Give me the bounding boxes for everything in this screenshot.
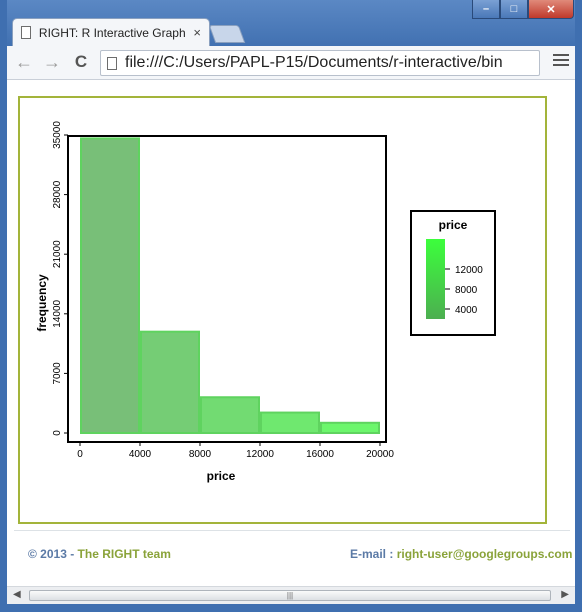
window-frame-bottom (0, 604, 582, 612)
menu-icon[interactable] (553, 54, 569, 69)
x-tick-label: 20000 (366, 449, 394, 460)
x-tick-label: 0 (77, 449, 83, 460)
histogram-bar-3[interactable] (200, 396, 260, 434)
color-legend: price 12000 8000 4000 (410, 210, 496, 336)
histogram-bar-4[interactable] (260, 411, 320, 434)
new-tab-button[interactable] (208, 25, 246, 43)
forward-button[interactable]: → (43, 52, 61, 72)
y-axis-label: frequency (35, 274, 49, 332)
legend-tick-label: 4000 (455, 305, 478, 316)
email-link[interactable]: right-user@googlegroups.com (396, 547, 573, 561)
back-button[interactable]: ← (15, 52, 33, 72)
y-tick-label: 14000 (52, 299, 63, 327)
y-tick-label: 0 (52, 430, 63, 436)
footer-email: E-mail : right-user@googlegroups.com (350, 547, 572, 561)
window-controls: – □ ✕ (472, 0, 574, 20)
window-frame-right (575, 0, 582, 612)
team-link[interactable]: The RIGHT team (77, 547, 171, 561)
tab-close-icon[interactable]: × (193, 25, 201, 40)
x-tick-label: 16000 (306, 449, 334, 460)
browser-toolbar: ← → C file:///C:/Users/PAPL-P15/Document… (7, 46, 575, 80)
maximize-button[interactable]: □ (500, 0, 528, 19)
copyright-text: © 2013 - (28, 547, 78, 561)
plot-panel-border (67, 135, 387, 443)
y-tick-label: 28000 (52, 180, 63, 208)
close-window-button[interactable]: ✕ (528, 0, 574, 19)
grip-icon: ||| (286, 591, 294, 600)
footer-divider (14, 530, 570, 531)
histogram-bar-5[interactable] (320, 421, 380, 435)
page-icon (107, 56, 117, 70)
y-tick-label: 35000 (52, 121, 63, 149)
minimize-button[interactable]: – (472, 0, 500, 19)
url-text: file:///C:/Users/PAPL-P15/Documents/r-in… (125, 54, 503, 71)
histogram-bar-2[interactable] (140, 330, 200, 434)
x-tick-label: 12000 (246, 449, 274, 460)
x-axis-label: price (207, 469, 236, 483)
address-bar[interactable]: file:///C:/Users/PAPL-P15/Documents/r-in… (100, 50, 540, 76)
document-icon (21, 26, 31, 39)
legend-title: price (439, 218, 468, 232)
tab-title: RIGHT: R Interactive Graph (38, 25, 186, 40)
legend-tick-label: 8000 (455, 285, 478, 296)
footer-copyright: © 2013 - The RIGHT team (28, 547, 171, 561)
histogram-chart: 0 4000 8000 12000 16000 20000 0 7000 14000 21000… (35, 121, 496, 483)
legend-color-bar (426, 239, 445, 319)
scroll-left-icon[interactable]: ◀ (13, 589, 21, 600)
window-frame-left (0, 0, 7, 612)
x-tick-label: 4000 (129, 449, 152, 460)
y-tick-label: 21000 (52, 240, 63, 268)
x-tick-label: 8000 (189, 449, 212, 460)
browser-tab[interactable]: RIGHT: R Interactive Graph × (12, 18, 210, 46)
scrollbar-thumb[interactable]: ||| (29, 590, 551, 601)
histogram-bar-1[interactable] (80, 137, 140, 435)
horizontal-scrollbar[interactable]: ◀ ||| ▶ (7, 586, 575, 604)
page-content: 0 4000 8000 12000 16000 20000 0 7000 14000 21000… (7, 80, 575, 584)
legend-box (410, 210, 496, 336)
reload-button[interactable]: C (74, 52, 88, 71)
y-tick-label: 7000 (52, 362, 63, 385)
plot-container: 0 4000 8000 12000 16000 20000 0 7000 14000 21000… (18, 96, 547, 524)
legend-tick-label: 12000 (455, 265, 483, 276)
email-label: E-mail : (350, 547, 397, 561)
scroll-right-icon[interactable]: ▶ (561, 589, 569, 600)
